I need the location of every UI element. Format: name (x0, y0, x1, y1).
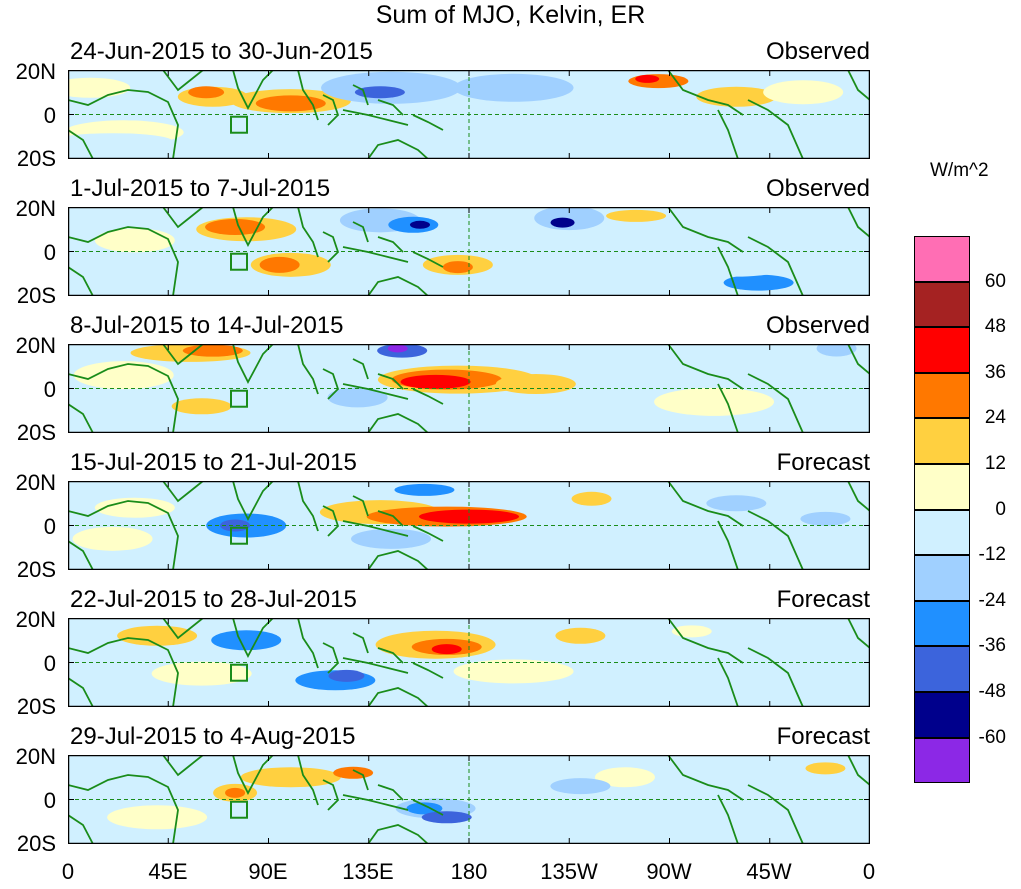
colorbar-level-label: -48 (978, 681, 1006, 702)
colorbar-level-label: -24 (978, 589, 1006, 611)
panel-type-label: Observed (765, 312, 870, 339)
colorbar-level-label: 24 (984, 407, 1006, 429)
panel-date-range: 1-Jul-2015 to 7-Jul-2015 (70, 175, 331, 202)
colorbar-swatch (914, 692, 970, 738)
colorbar-swatch (914, 464, 970, 510)
panel-date-range: 15-Jul-2015 to 21-Jul-2015 (70, 449, 357, 476)
lon-label: 0 (862, 859, 876, 884)
lon-label: 45W (746, 859, 792, 884)
colorbar-swatch (914, 372, 970, 419)
colorbar-swatch (914, 281, 970, 328)
colorbar-level-label: 48 (984, 316, 1006, 338)
colorbar-swatch (914, 555, 970, 601)
panel-date-range: 8-Jul-2015 to 14-Jul-2015 (70, 312, 344, 339)
lat-label-20s: 20S (16, 557, 56, 582)
anomaly-map (68, 207, 870, 296)
anomaly-map (68, 481, 870, 570)
colorbar-swatch (914, 418, 970, 464)
panel-type-label: Observed (765, 38, 870, 65)
lon-label: 90W (646, 859, 692, 884)
lat-label-20s: 20S (16, 420, 56, 445)
lat-label-20n: 20N (15, 333, 56, 358)
panel-date-range: 22-Jul-2015 to 28-Jul-2015 (70, 586, 357, 613)
lon-label: 45E (148, 859, 188, 884)
colorbar-level-label: 36 (984, 361, 1006, 383)
panel-type-label: Forecast (776, 449, 870, 476)
colorbar-level-label: -36 (978, 635, 1006, 657)
map-panel: 1-Jul-2015 to 7-Jul-2015 Observed 20N 0 … (0, 137, 1021, 307)
map-panel: 15-Jul-2015 to 21-Jul-2015 Forecast 20N … (0, 411, 1021, 581)
panel-type-label: Forecast (776, 723, 870, 750)
lat-label-20n: 20N (15, 744, 56, 769)
lat-label-20n: 20N (15, 59, 56, 84)
colorbar-level-label: -60 (978, 726, 1006, 748)
figure-title: Sum of MJO, Kelvin, ER (375, 1, 646, 29)
anomaly-map (68, 344, 870, 433)
anomaly-map (68, 70, 870, 159)
lat-label-eq: 0 (43, 651, 56, 676)
panel-type-label: Forecast (776, 586, 870, 613)
lat-label-20s: 20S (16, 694, 56, 719)
anomaly-map (68, 618, 870, 707)
colorbar-swatch (914, 509, 970, 556)
lon-label: 180 (450, 859, 488, 884)
lat-label-20n: 20N (15, 470, 56, 495)
map-panel: 29-Jul-2015 to 4-Aug-2015 Forecast 20N 0… (0, 685, 1021, 855)
lat-label-eq: 0 (43, 788, 56, 813)
colorbar-swatch (914, 236, 970, 282)
map-panel: 24-Jun-2015 to 30-Jun-2015 Observed 20N … (0, 0, 1021, 170)
lat-label-eq: 0 (43, 103, 56, 128)
colorbar-level-label: 60 (984, 270, 1006, 292)
map-panel: 8-Jul-2015 to 14-Jul-2015 Observed 20N 0… (0, 274, 1021, 444)
colorbar-level-label: 12 (984, 453, 1006, 474)
lon-label: 135W (540, 859, 598, 884)
colorbar-swatch (914, 600, 970, 647)
lat-label-20s: 20S (16, 831, 56, 856)
lat-label-20s: 20S (16, 283, 56, 308)
colorbar-level-label: 0 (995, 498, 1006, 520)
lon-label: 0 (61, 859, 75, 884)
lat-label-20n: 20N (15, 196, 56, 221)
panel-date-range: 29-Jul-2015 to 4-Aug-2015 (70, 723, 356, 750)
lat-label-eq: 0 (43, 240, 56, 265)
lat-label-eq: 0 (43, 377, 56, 402)
colorbar-level-label: -12 (978, 544, 1006, 566)
lon-label: 135E (342, 859, 394, 884)
panel-date-range: 24-Jun-2015 to 30-Jun-2015 (70, 38, 373, 65)
colorbar-unit: W/m^2 (930, 160, 989, 181)
lon-label: 90E (248, 859, 288, 884)
anomaly-map (68, 755, 870, 844)
lat-label-20s: 20S (16, 146, 56, 171)
colorbar-swatch (914, 737, 970, 784)
lat-label-20n: 20N (15, 607, 56, 632)
panel-type-label: Observed (765, 175, 870, 202)
colorbar-swatch (914, 327, 970, 373)
map-panel: 22-Jul-2015 to 28-Jul-2015 Forecast 20N … (0, 548, 1021, 718)
lat-label-eq: 0 (43, 514, 56, 539)
colorbar-swatch (914, 646, 970, 692)
